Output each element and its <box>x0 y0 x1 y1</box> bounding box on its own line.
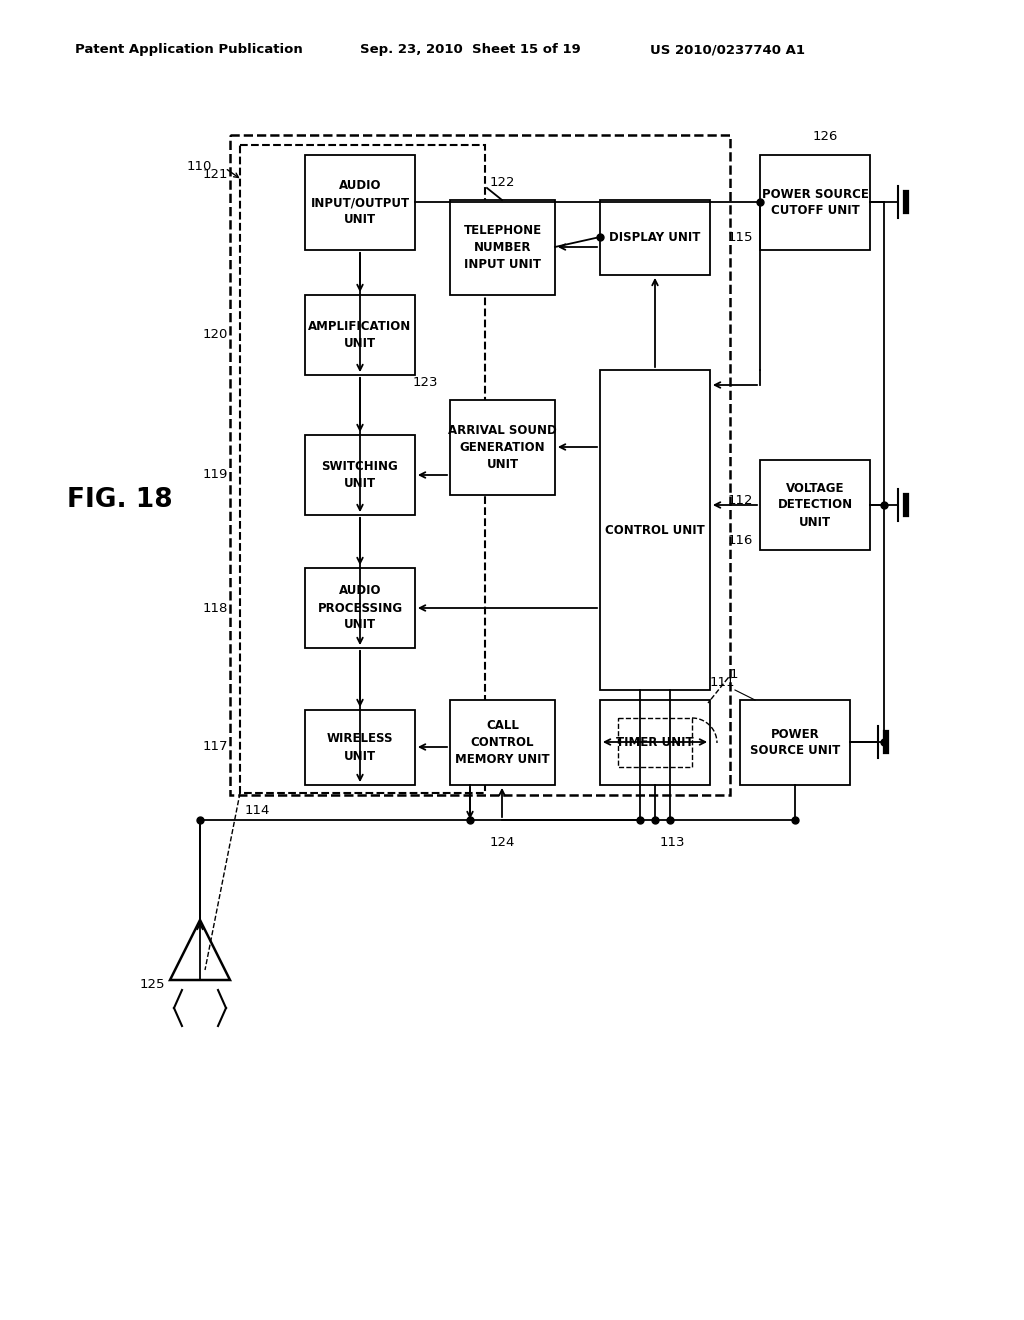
Bar <box>740 700 850 785</box>
Text: 124: 124 <box>489 836 515 849</box>
Bar <box>760 154 870 249</box>
Bar <box>760 459 870 550</box>
Bar <box>450 201 555 294</box>
Text: Sep. 23, 2010  Sheet 15 of 19: Sep. 23, 2010 Sheet 15 of 19 <box>360 44 581 57</box>
Text: AUDIO
PROCESSING
UNIT: AUDIO PROCESSING UNIT <box>317 585 402 631</box>
Text: AUDIO
INPUT/OUTPUT
UNIT: AUDIO INPUT/OUTPUT UNIT <box>310 180 410 226</box>
Text: 111: 111 <box>710 676 735 689</box>
Text: CALL
CONTROL
MEMORY UNIT: CALL CONTROL MEMORY UNIT <box>456 719 550 766</box>
Text: Patent Application Publication: Patent Application Publication <box>75 44 303 57</box>
Bar <box>600 201 710 275</box>
Text: US 2010/0237740 A1: US 2010/0237740 A1 <box>650 44 805 57</box>
Text: 112: 112 <box>728 494 754 507</box>
Text: 120: 120 <box>203 329 228 342</box>
Text: 115: 115 <box>728 231 754 244</box>
Text: WIRELESS
UNIT: WIRELESS UNIT <box>327 733 393 763</box>
Bar <box>450 700 555 785</box>
Text: VOLTAGE
DETECTION
UNIT: VOLTAGE DETECTION UNIT <box>777 482 853 528</box>
Text: AMPLIFICATION
UNIT: AMPLIFICATION UNIT <box>308 319 412 350</box>
Text: 1: 1 <box>730 668 738 681</box>
Bar <box>450 400 555 495</box>
Bar <box>305 710 415 785</box>
Text: 110: 110 <box>186 161 212 173</box>
Text: 117: 117 <box>203 741 228 754</box>
Bar <box>305 568 415 648</box>
Text: TIMER UNIT: TIMER UNIT <box>616 737 694 748</box>
Text: SWITCHING
UNIT: SWITCHING UNIT <box>322 459 398 490</box>
Text: 123: 123 <box>413 375 438 388</box>
Text: ARRIVAL SOUND
GENERATION
UNIT: ARRIVAL SOUND GENERATION UNIT <box>449 424 557 471</box>
Bar <box>230 135 730 795</box>
Bar <box>305 154 415 249</box>
Text: CONTROL UNIT: CONTROL UNIT <box>605 524 705 536</box>
Text: DISPLAY UNIT: DISPLAY UNIT <box>609 231 700 244</box>
Text: 116: 116 <box>728 533 754 546</box>
Bar <box>240 145 485 793</box>
Bar <box>600 700 710 785</box>
Text: TELEPHONE
NUMBER
INPUT UNIT: TELEPHONE NUMBER INPUT UNIT <box>464 224 542 271</box>
Bar <box>618 718 692 767</box>
Bar <box>305 294 415 375</box>
Text: FIG. 18: FIG. 18 <box>68 487 173 513</box>
Text: 114: 114 <box>245 804 270 817</box>
Text: 118: 118 <box>203 602 228 615</box>
Text: POWER
SOURCE UNIT: POWER SOURCE UNIT <box>750 727 840 758</box>
Text: 125: 125 <box>139 978 165 991</box>
Text: 119: 119 <box>203 469 228 482</box>
Text: 113: 113 <box>660 836 685 849</box>
Text: 122: 122 <box>489 176 515 189</box>
Text: 121: 121 <box>203 169 228 181</box>
Text: POWER SOURCE
CUTOFF UNIT: POWER SOURCE CUTOFF UNIT <box>762 187 868 218</box>
Bar <box>600 370 710 690</box>
Text: 126: 126 <box>812 131 838 144</box>
Bar <box>305 436 415 515</box>
